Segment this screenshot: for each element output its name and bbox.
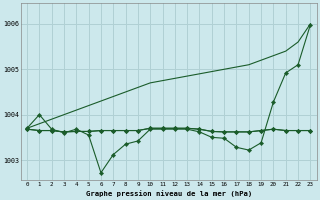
X-axis label: Graphe pression niveau de la mer (hPa): Graphe pression niveau de la mer (hPa) <box>85 190 252 197</box>
